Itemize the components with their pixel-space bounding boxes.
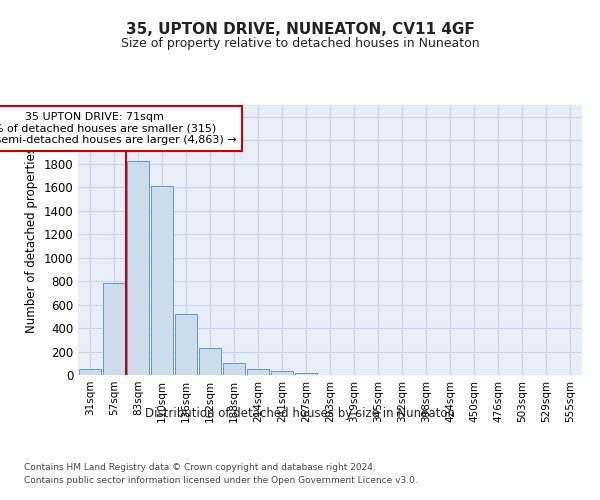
Bar [151, 186, 173, 375]
Bar [175, 314, 197, 375]
Text: Size of property relative to detached houses in Nuneaton: Size of property relative to detached ho… [121, 38, 479, 51]
Bar [103, 284, 125, 375]
Text: 35, UPTON DRIVE, NUNEATON, CV11 4GF: 35, UPTON DRIVE, NUNEATON, CV11 4GF [125, 22, 475, 38]
Bar [127, 162, 149, 375]
Text: Contains public sector information licensed under the Open Government Licence v3: Contains public sector information licen… [24, 476, 418, 485]
Y-axis label: Number of detached properties: Number of detached properties [25, 147, 38, 333]
Text: Distribution of detached houses by size in Nuneaton: Distribution of detached houses by size … [145, 408, 455, 420]
Bar [247, 368, 269, 375]
Bar [295, 373, 317, 375]
Bar [271, 372, 293, 375]
Bar [223, 362, 245, 375]
Bar [199, 348, 221, 375]
Text: Contains HM Land Registry data © Crown copyright and database right 2024.: Contains HM Land Registry data © Crown c… [24, 462, 376, 471]
Bar [79, 369, 101, 375]
Text: 35 UPTON DRIVE: 71sqm
← 6% of detached houses are smaller (315)
94% of semi-deta: 35 UPTON DRIVE: 71sqm ← 6% of detached h… [0, 112, 236, 145]
